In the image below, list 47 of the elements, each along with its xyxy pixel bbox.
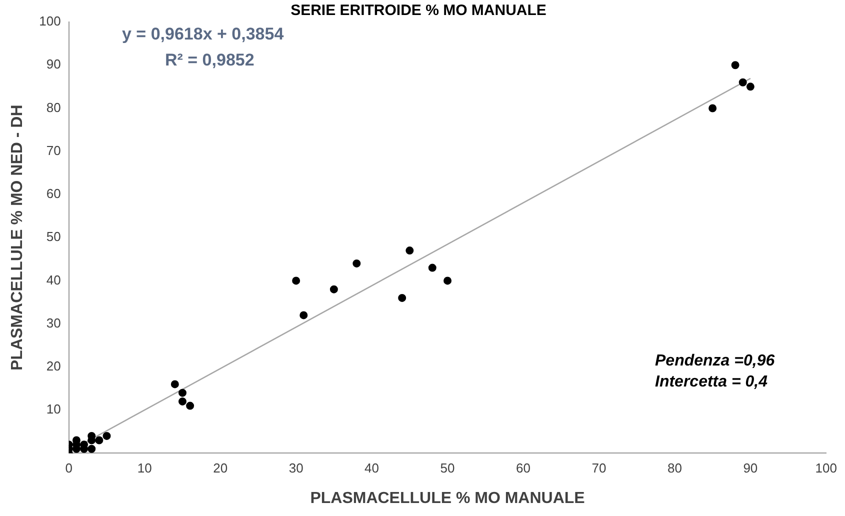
annotation: R² = 0,9852 xyxy=(165,50,254,70)
point xyxy=(398,294,406,302)
y-tick-label: 50 xyxy=(46,229,61,244)
x-tick-label: 60 xyxy=(516,460,530,476)
y-tick-label: 90 xyxy=(46,56,61,72)
x-tick-label: 0 xyxy=(65,460,73,476)
point xyxy=(738,78,747,86)
point xyxy=(95,436,104,444)
y-tick-label: 80 xyxy=(46,100,61,115)
y-tick-label: 10 xyxy=(46,402,61,417)
y-tick-label: 60 xyxy=(46,186,61,202)
x-tick-label: 70 xyxy=(592,460,606,476)
x-tick-label: 10 xyxy=(137,460,152,476)
point xyxy=(88,444,96,453)
annotation: Intercetta = 0,4 xyxy=(655,373,768,390)
point xyxy=(300,311,308,320)
y-tick-label: 70 xyxy=(46,142,61,158)
y-tick-label: 40 xyxy=(46,272,61,288)
annotation: Pendenza =0,96 xyxy=(655,352,775,370)
point xyxy=(428,264,436,272)
point xyxy=(708,104,717,112)
y-tick-label: 100 xyxy=(39,14,61,29)
point xyxy=(444,276,452,285)
annotation: y = 0,9618x + 0,3854 xyxy=(122,24,284,44)
point xyxy=(406,246,414,255)
x-tick-label: 30 xyxy=(288,460,304,476)
point xyxy=(292,276,300,285)
x-axis-title: PLASMACELLULE % MO MANUALE xyxy=(310,490,586,507)
point xyxy=(178,388,186,397)
x-tick-label: 50 xyxy=(440,460,455,476)
point xyxy=(186,402,194,410)
point xyxy=(746,82,754,91)
point xyxy=(330,285,338,294)
y-tick-label: 30 xyxy=(46,315,61,330)
x-tick-label: 80 xyxy=(667,460,682,476)
x-tick-label: 20 xyxy=(213,460,228,476)
y-tick-label: 20 xyxy=(46,358,61,374)
point xyxy=(102,432,111,440)
chart-title: SERIE ERITROIDE % MO MANUALE xyxy=(290,2,546,20)
x-tick-label: 40 xyxy=(364,460,380,476)
point xyxy=(731,61,740,70)
y-axis-title: PLASMACELLULE % MO NED - DH xyxy=(9,104,26,370)
x-tick-label: 90 xyxy=(743,460,758,476)
point xyxy=(170,380,179,388)
x-tick-label: 100 xyxy=(815,460,838,476)
point xyxy=(178,397,186,406)
point xyxy=(352,259,361,268)
